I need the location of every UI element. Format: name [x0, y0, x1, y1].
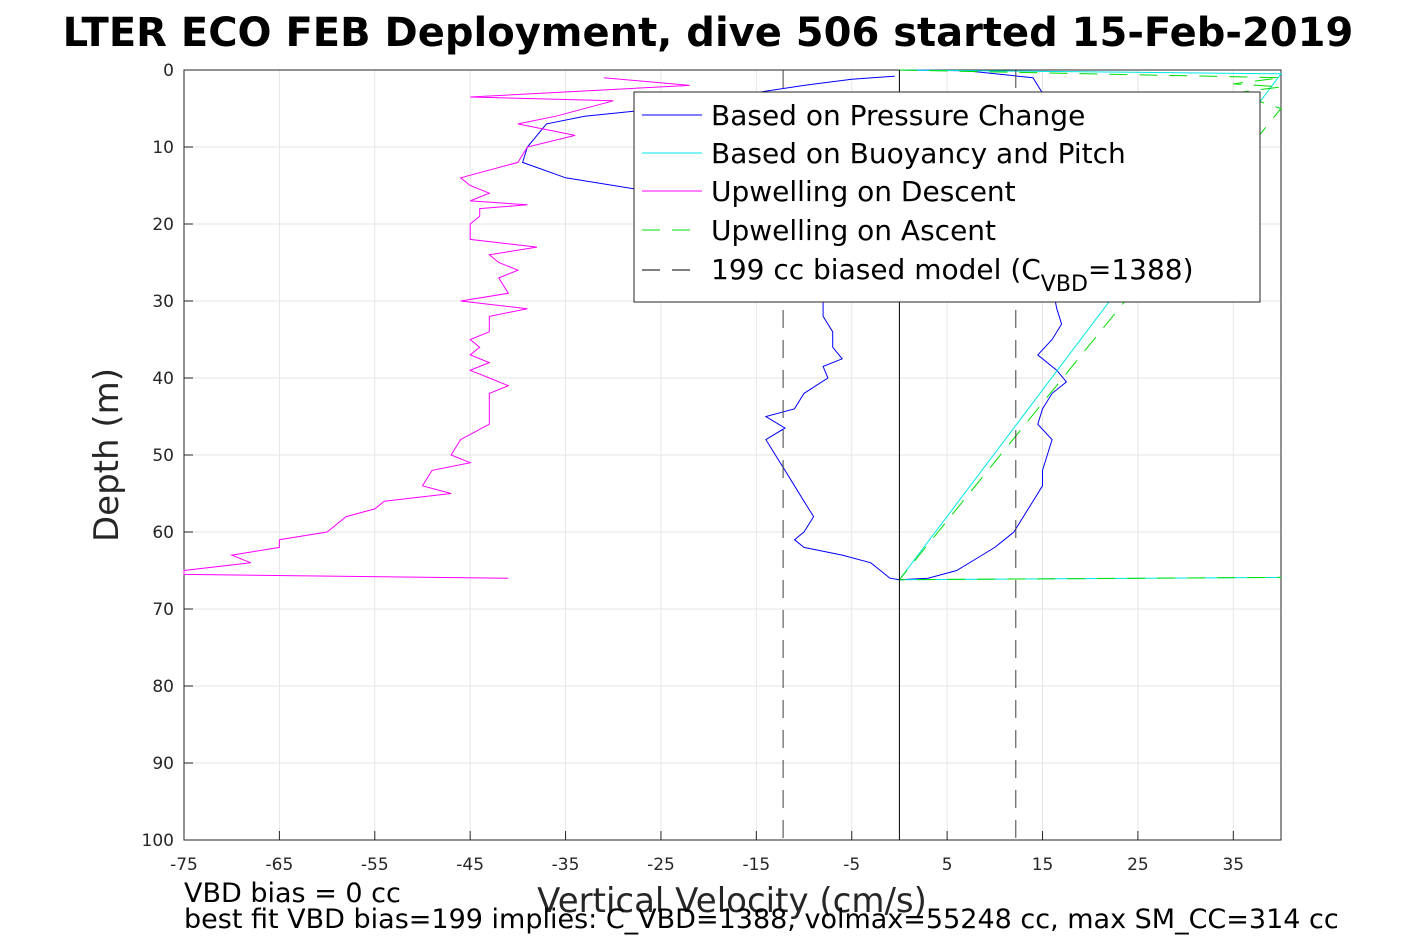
series-line-upwelling-on-descent: [183, 77, 690, 579]
y-tick-label: 60: [152, 523, 174, 543]
x-axis-label: Vertical Velocity (cm/s): [537, 881, 927, 921]
y-tick-label: 80: [152, 677, 174, 697]
legend-label-pressure: Based on Pressure Change: [711, 99, 1085, 132]
x-tick-label: 5: [942, 855, 953, 875]
y-tick-label: 20: [152, 215, 174, 235]
y-axis-label: Depth (m): [87, 368, 127, 542]
series-line-upwelling-on-ascent: [898, 69, 1282, 581]
series-line-based-on-buoyancy-and-pitch: [898, 69, 1282, 581]
chart-title: LTER ECO FEB Deployment, dive 506 starte…: [63, 10, 1354, 56]
y-tick-label: 10: [152, 138, 174, 158]
x-tick-label: 25: [1127, 855, 1149, 875]
vbd-bias-note: VBD bias = 0 cc: [184, 878, 401, 909]
legend-label-upwelling-descent: Upwelling on Descent: [711, 175, 1016, 208]
x-tick-label: -45: [456, 855, 484, 875]
x-tick-label: -75: [170, 855, 198, 875]
legend-box: [633, 91, 1261, 303]
series-line-based-on-pressure-change-descent: [521, 75, 900, 581]
x-tick-label: 15: [1032, 855, 1054, 875]
x-tick-label: -15: [742, 855, 770, 875]
x-tick-label: 35: [1222, 855, 1244, 875]
y-tick-label: 40: [152, 369, 174, 389]
legend-label-biased-model-end: =1388): [1088, 253, 1194, 286]
x-tick-label: -5: [843, 855, 860, 875]
legend-label-biased-model: 199 cc biased model (CVBD=1388): [711, 253, 1194, 297]
best-fit-note: best fit VBD bias=199 implies: C_VBD=138…: [184, 904, 1339, 935]
legend-label-biased-model-main: 199 cc biased model (C: [711, 253, 1041, 286]
y-tick-label: 30: [152, 292, 174, 312]
ticks: -75 -65 -55 -45 -35 -25 -15 -5 5 15 25 350102030405…: [142, 61, 1245, 875]
x-tick-label: -35: [552, 855, 580, 875]
y-tick-label: 0: [163, 61, 174, 81]
x-tick-label: -65: [266, 855, 294, 875]
legend-label-buoyancy: Based on Buoyancy and Pitch: [711, 137, 1126, 170]
y-tick-label: 50: [152, 446, 174, 466]
legend-label-biased-model-sub: VBD: [1041, 272, 1088, 297]
legend: Based on Pressure Change Based on Buoyan…: [633, 91, 1261, 303]
y-tick-label: 90: [152, 754, 174, 774]
y-tick-label: 100: [142, 831, 174, 851]
legend-label-upwelling-ascent: Upwelling on Ascent: [711, 214, 996, 247]
x-tick-label: -25: [647, 855, 675, 875]
y-tick-label: 70: [152, 600, 174, 620]
x-tick-label: -55: [361, 855, 389, 875]
